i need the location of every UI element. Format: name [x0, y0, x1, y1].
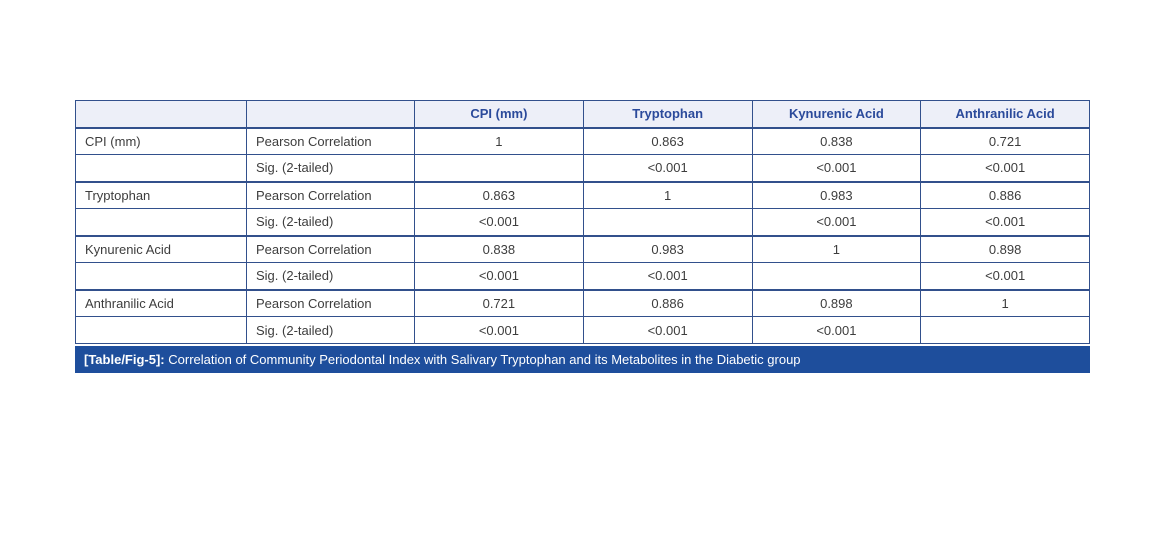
table-caption: [Table/Fig-5]: Correlation of Community … [75, 346, 1090, 373]
correlation-table-body: CPI (mm) Pearson Correlation 1 0.863 0.838 0.… [75, 126, 1090, 344]
measure-cell: Sig. (2-tailed) [246, 208, 415, 236]
value-cell: 0.886 [920, 180, 1090, 209]
table-row: Anthranilic Acid Pearson Correlation 0.721… [75, 288, 1090, 317]
table-row: Tryptophan Pearson Correlation 0.863 1 0.983… [75, 180, 1090, 209]
measure-cell: Sig. (2-tailed) [246, 154, 415, 182]
measure-cell: Pearson Correlation [246, 180, 415, 209]
value-cell: <0.001 [414, 208, 584, 236]
value-cell: 0.863 [414, 180, 584, 209]
value-cell: 1 [582, 180, 753, 209]
row-label-cell [75, 316, 247, 344]
value-cell: <0.001 [751, 154, 922, 182]
value-cell: <0.001 [920, 154, 1090, 182]
table-header: CPI (mm) Tryptophan Kynurenic Acid Anthr… [75, 100, 1090, 129]
caption-label: [Table/Fig-5]: [84, 352, 165, 367]
value-cell: 0.886 [582, 288, 753, 317]
column-header-cpi: CPI (mm) [414, 100, 584, 129]
value-cell: <0.001 [582, 154, 753, 182]
header-row: CPI (mm) Tryptophan Kynurenic Acid Anthr… [75, 100, 1090, 129]
column-header-blank-1 [75, 100, 247, 129]
value-cell [920, 316, 1090, 344]
value-cell: <0.001 [582, 316, 753, 344]
table-row: Sig. (2-tailed) <0.001 <0.001 <0.001 [75, 316, 1090, 344]
row-label-cell: CPI (mm) [75, 126, 247, 155]
caption-text: Correlation of Community Periodontal Ind… [164, 352, 801, 367]
column-header-blank-2 [246, 100, 415, 129]
row-label-cell [75, 208, 247, 236]
value-cell: 0.983 [582, 234, 753, 263]
correlation-table: CPI (mm) Tryptophan Kynurenic Acid Anthr… [75, 100, 1090, 344]
row-label-cell: Tryptophan [75, 180, 247, 209]
measure-cell: Pearson Correlation [246, 234, 415, 263]
row-label-cell: Anthranilic Acid [75, 288, 247, 317]
value-cell: 0.983 [751, 180, 922, 209]
value-cell: 0.898 [920, 234, 1090, 263]
value-cell [751, 262, 922, 290]
value-cell: 0.898 [751, 288, 922, 317]
value-cell: 1 [751, 234, 922, 263]
value-cell [582, 208, 753, 236]
table-row: Sig. (2-tailed) <0.001 <0.001 <0.001 [75, 262, 1090, 290]
measure-cell: Pearson Correlation [246, 126, 415, 155]
value-cell: 0.838 [751, 126, 922, 155]
row-label-cell [75, 154, 247, 182]
column-header-kynurenic-acid: Kynurenic Acid [751, 100, 922, 129]
row-label-cell [75, 262, 247, 290]
value-cell: <0.001 [582, 262, 753, 290]
table-row: CPI (mm) Pearson Correlation 1 0.863 0.838 0.… [75, 126, 1090, 155]
row-label-cell: Kynurenic Acid [75, 234, 247, 263]
value-cell: <0.001 [751, 208, 922, 236]
value-cell: <0.001 [920, 262, 1090, 290]
table-row: Kynurenic Acid Pearson Correlation 0.838 0.… [75, 234, 1090, 263]
value-cell: 0.863 [582, 126, 753, 155]
measure-cell: Sig. (2-tailed) [246, 316, 415, 344]
value-cell: 0.721 [414, 288, 584, 317]
column-header-tryptophan: Tryptophan [582, 100, 753, 129]
column-header-anthranilic-acid: Anthranilic Acid [920, 100, 1090, 129]
value-cell: 1 [920, 288, 1090, 317]
correlation-table-figure: CPI (mm) Tryptophan Kynurenic Acid Anthr… [75, 100, 1090, 373]
value-cell: <0.001 [414, 316, 584, 344]
measure-cell: Sig. (2-tailed) [246, 262, 415, 290]
value-cell: <0.001 [414, 262, 584, 290]
measure-cell: Pearson Correlation [246, 288, 415, 317]
value-cell: <0.001 [751, 316, 922, 344]
value-cell: 0.838 [414, 234, 584, 263]
value-cell [414, 154, 584, 182]
table-row: Sig. (2-tailed) <0.001 <0.001 <0.001 [75, 208, 1090, 236]
value-cell: 0.721 [920, 126, 1090, 155]
table-row: Sig. (2-tailed) <0.001 <0.001 <0.001 [75, 154, 1090, 182]
value-cell: <0.001 [920, 208, 1090, 236]
value-cell: 1 [414, 126, 584, 155]
